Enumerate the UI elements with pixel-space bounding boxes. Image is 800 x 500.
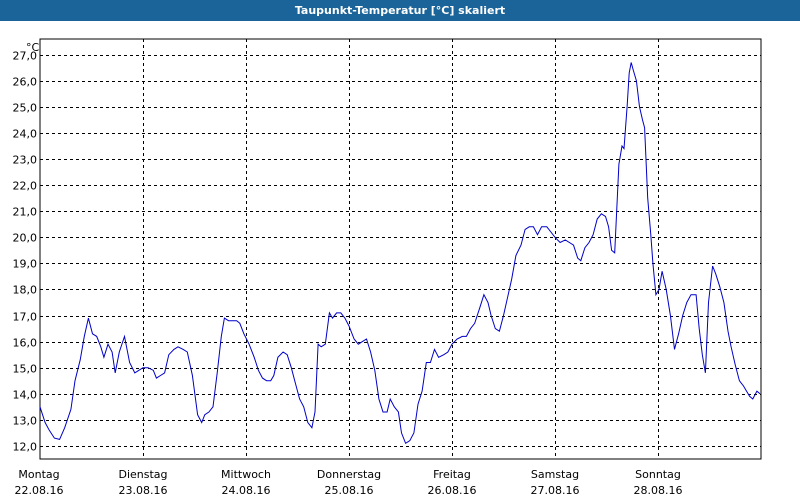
y-tick-label: 23,0 — [13, 154, 38, 167]
y-tick-label: 15,0 — [13, 363, 38, 376]
y-tick-label: 12,0 — [13, 441, 38, 454]
y-tick-label: 26,0 — [13, 76, 38, 89]
x-tick-label-day: Sonntag — [635, 468, 681, 481]
y-axis-unit-label: °C — [26, 41, 40, 54]
plot-area: 12,0 13,0 14,0 15,0 16,0 17,0 18,0 19,0 20,0 21,0… — [0, 21, 800, 500]
x-tick-label-date: 25.08.16 — [325, 484, 374, 497]
y-tick-label: 14,0 — [13, 389, 38, 402]
x-tick-label-day: Dienstag — [118, 468, 167, 481]
y-tick-label: 17,0 — [13, 311, 38, 324]
plot-frame — [39, 38, 762, 460]
y-tick-label: 20,0 — [13, 232, 38, 245]
y-tick-label: 13,0 — [13, 415, 38, 428]
x-tick-label-day: Montag — [18, 468, 59, 481]
x-tick-label-day: Freitag — [433, 468, 471, 481]
x-tick-label-date: 24.08.16 — [222, 484, 271, 497]
x-tick-label-date: 23.08.16 — [119, 484, 168, 497]
x-tick-label-date: 27.08.16 — [531, 484, 580, 497]
x-tick-label-day: Samstag — [531, 468, 579, 481]
y-tick-label: 22,0 — [13, 180, 38, 193]
y-tick-label: 18,0 — [13, 284, 38, 297]
x-tick-label-date: 26.08.16 — [428, 484, 477, 497]
x-tick-label-date: 28.08.16 — [634, 484, 683, 497]
x-tick-label-day: Donnerstag — [317, 468, 381, 481]
x-tick-label-date: 22.08.16 — [15, 484, 64, 497]
y-tick-label: 21,0 — [13, 206, 38, 219]
y-tick-label: 27,0 — [13, 50, 38, 63]
y-tick-label: 19,0 — [13, 258, 38, 271]
dewpoint-series-line — [39, 62, 761, 445]
window-title: Taupunkt-Temperatur [°C] skaliert — [0, 0, 800, 21]
dewpoint-chart: 12,0 13,0 14,0 15,0 16,0 17,0 18,0 19,0 20,0 21,0… — [13, 38, 762, 497]
x-tick-label-day: Mittwoch — [221, 468, 271, 481]
y-tick-label: 24,0 — [13, 128, 38, 141]
y-tick-label: 16,0 — [13, 337, 38, 350]
y-tick-label: 25,0 — [13, 102, 38, 115]
